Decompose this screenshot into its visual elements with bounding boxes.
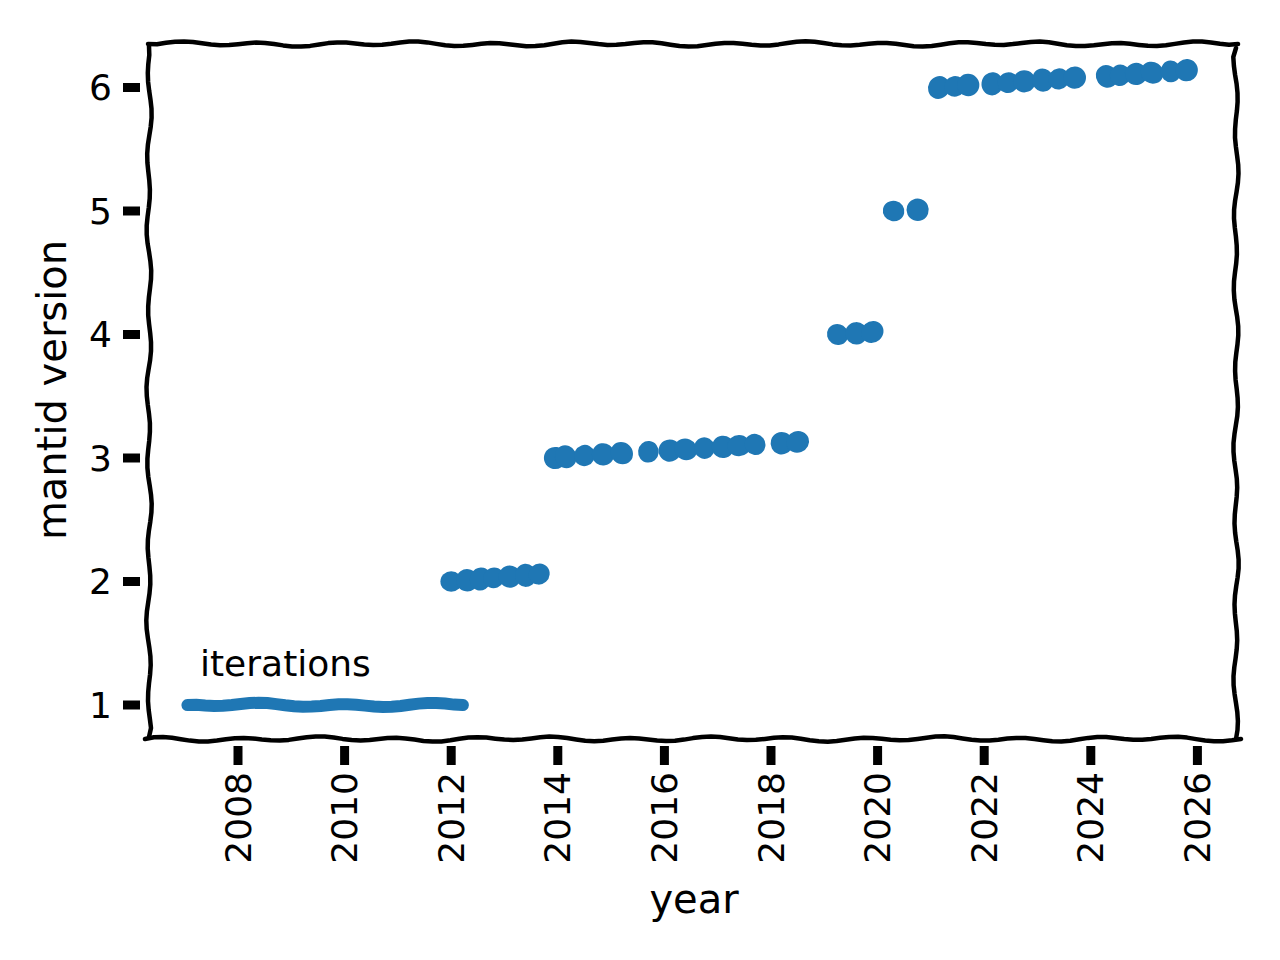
y-tick-label: 2: [89, 561, 112, 602]
data-point: [606, 437, 638, 468]
y-tick-label: 5: [89, 191, 112, 232]
y-tick-label: 6: [89, 67, 112, 108]
y-tick-label: 4: [89, 314, 112, 355]
x-tick-label: 2024: [1070, 772, 1111, 864]
x-tick-label: 2020: [857, 772, 898, 864]
plot-spine: [148, 41, 1238, 46]
y-tick-label: 3: [89, 438, 112, 479]
data-point: [903, 195, 933, 225]
data-point: [1171, 54, 1202, 85]
y-axis-ticks: [123, 88, 140, 706]
x-axis-tick-labels: 2008 2010 2012 2014 2016 2018 2020 2022 2024 2026: [218, 772, 1218, 864]
x-tick-label: 2008: [218, 772, 259, 864]
y-axis-tick-labels: 1 2 3 4 5 6: [89, 67, 112, 726]
x-tick-label: 2010: [324, 772, 365, 864]
annotation-iterations: iterations: [200, 643, 371, 684]
x-tick-label: 2014: [537, 772, 578, 864]
data-points: [440, 54, 1202, 595]
x-tick-label: 2016: [644, 772, 685, 864]
x-tick-label: 2022: [964, 772, 1005, 864]
plot-border: [145, 41, 1241, 741]
x-tick-label: 2012: [431, 772, 472, 864]
y-axis-label: mantid version: [29, 240, 75, 540]
figure: 2008 2010 2012 2014 2016 2018 2020 2022 2024 2026…: [0, 0, 1280, 960]
data-point: [1063, 66, 1086, 89]
plot-spine: [146, 46, 151, 737]
y-tick-label: 1: [89, 685, 112, 726]
x-axis-label: year: [649, 876, 739, 922]
plot-spine: [1233, 48, 1238, 739]
chart-canvas: 2008 2010 2012 2014 2016 2018 2020 2022 2024 2026…: [0, 0, 1280, 960]
x-tick-label: 2018: [751, 772, 792, 864]
x-tick-label: 2026: [1177, 772, 1218, 864]
x-axis-ticks: [238, 746, 1197, 765]
data-point: [637, 440, 660, 464]
version1-iterations-line: [187, 703, 463, 707]
data-point: [881, 199, 906, 224]
plot-spine: [145, 736, 1241, 741]
